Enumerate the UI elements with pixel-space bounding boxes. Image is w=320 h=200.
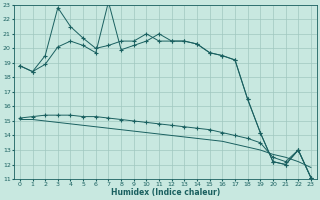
X-axis label: Humidex (Indice chaleur): Humidex (Indice chaleur) <box>111 188 220 197</box>
